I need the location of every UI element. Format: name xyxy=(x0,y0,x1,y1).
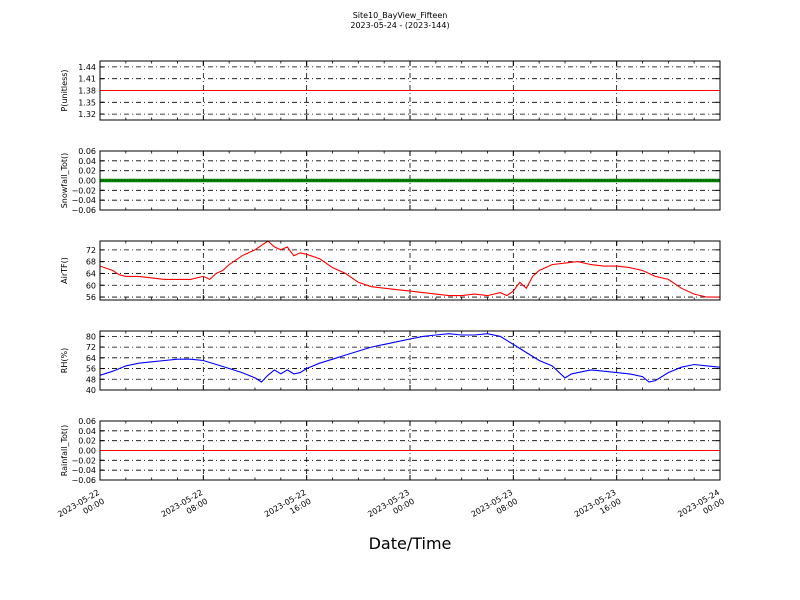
x-axis-label: Date/Time xyxy=(368,534,452,553)
y-tick-label: −0.04 xyxy=(71,196,96,205)
y-tick-label: 72 xyxy=(86,343,96,352)
y-axis-label: Rainfall_Tot() xyxy=(60,425,69,477)
chart-subtitle: 2023-05-24 - (2023-144) xyxy=(350,21,450,30)
y-tick-label: 72 xyxy=(86,246,96,255)
y-tick-label: 0.06 xyxy=(78,147,96,156)
y-tick-label: −0.02 xyxy=(71,456,96,465)
y-tick-label: 56 xyxy=(86,293,96,302)
y-tick-label: 1.35 xyxy=(78,98,96,107)
series-line-2 xyxy=(100,241,720,298)
y-tick-label: 56 xyxy=(86,365,96,374)
y-tick-label: 64 xyxy=(86,269,96,278)
y-tick-label: 0.06 xyxy=(78,417,96,426)
y-tick-label: 68 xyxy=(86,258,96,267)
y-tick-label: 1.38 xyxy=(78,87,96,96)
chart-title: Site10_BayView_Fifteen xyxy=(352,11,448,20)
y-tick-label: −0.06 xyxy=(71,476,96,485)
series-line-3 xyxy=(100,333,720,383)
y-tick-label: 64 xyxy=(86,354,96,363)
plot-frame-1 xyxy=(99,150,721,211)
y-axis-label: Snowfall_Tot() xyxy=(60,153,69,209)
y-tick-label: 0.00 xyxy=(78,447,96,456)
y-tick-label: 80 xyxy=(86,332,96,341)
y-axis-label: RH(%) xyxy=(60,348,69,373)
y-tick-label: 48 xyxy=(86,375,96,384)
y-tick-label: 0.04 xyxy=(78,157,96,166)
y-tick-label: 0.02 xyxy=(78,167,96,176)
plot-frame-3 xyxy=(99,330,721,391)
y-tick-label: −0.04 xyxy=(71,466,96,475)
y-tick-label: 1.41 xyxy=(78,75,96,84)
y-tick-label: 0.04 xyxy=(78,427,96,436)
plot-frame-0 xyxy=(99,60,721,121)
y-tick-label: 40 xyxy=(86,386,96,395)
plot-frame-4 xyxy=(99,420,721,481)
y-tick-label: 0.00 xyxy=(78,177,96,186)
y-tick-label: 0.02 xyxy=(78,437,96,446)
y-tick-label: −0.06 xyxy=(71,206,96,215)
y-tick-label: 1.44 xyxy=(78,63,96,72)
y-tick-label: −0.02 xyxy=(71,186,96,195)
plot-frame-2 xyxy=(99,240,721,301)
y-axis-label: P(unitless) xyxy=(60,69,69,111)
y-axis-label: AirTF() xyxy=(60,257,69,284)
y-tick-label: 60 xyxy=(86,281,96,290)
y-tick-label: 1.32 xyxy=(78,110,96,119)
